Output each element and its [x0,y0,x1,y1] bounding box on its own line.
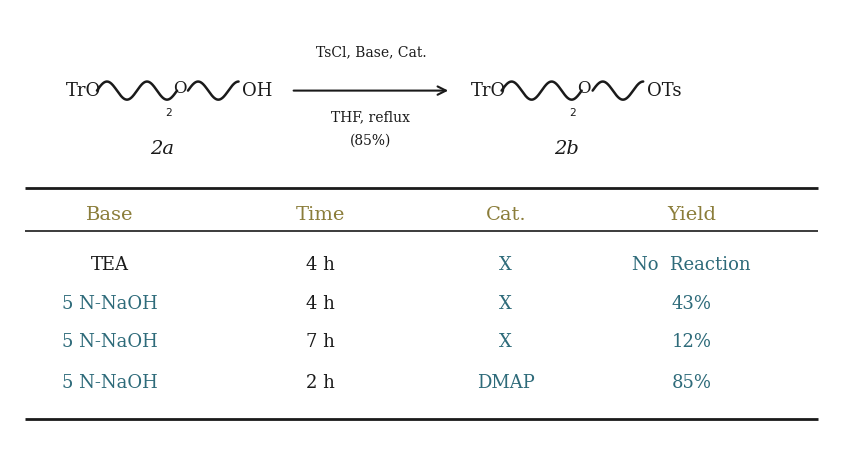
Text: Cat.: Cat. [486,206,526,224]
Text: 2b: 2b [554,140,579,159]
Text: Yield: Yield [667,206,716,224]
Text: 4 h: 4 h [306,294,335,313]
Text: X: X [499,294,513,313]
Text: OTs: OTs [647,82,681,100]
Text: (85%): (85%) [350,134,392,147]
Text: 7 h: 7 h [306,333,335,351]
Text: 2a: 2a [150,140,174,159]
Text: $_2$: $_2$ [569,106,577,119]
Text: THF, reflux: THF, reflux [331,110,411,124]
Text: TrO: TrO [470,82,506,100]
Text: TrO: TrO [66,82,101,100]
Text: OH: OH [242,82,272,100]
Text: Time: Time [296,206,345,224]
Text: 5 N-NaOH: 5 N-NaOH [62,374,158,392]
Text: O: O [577,80,591,97]
Text: 4 h: 4 h [306,256,335,274]
Text: $_2$: $_2$ [164,106,173,119]
Text: 5 N-NaOH: 5 N-NaOH [62,294,158,313]
Text: O: O [173,80,186,97]
Text: 5 N-NaOH: 5 N-NaOH [62,333,158,351]
Text: 43%: 43% [671,294,711,313]
Text: X: X [499,333,513,351]
Text: 85%: 85% [671,374,711,392]
Text: Base: Base [86,206,133,224]
Text: DMAP: DMAP [477,374,534,392]
Text: TsCl, Base, Cat.: TsCl, Base, Cat. [315,45,427,59]
Text: 12%: 12% [671,333,711,351]
Text: X: X [499,256,513,274]
Text: No  Reaction: No Reaction [632,256,750,274]
Text: 2 h: 2 h [306,374,335,392]
Text: TEA: TEA [90,256,129,274]
